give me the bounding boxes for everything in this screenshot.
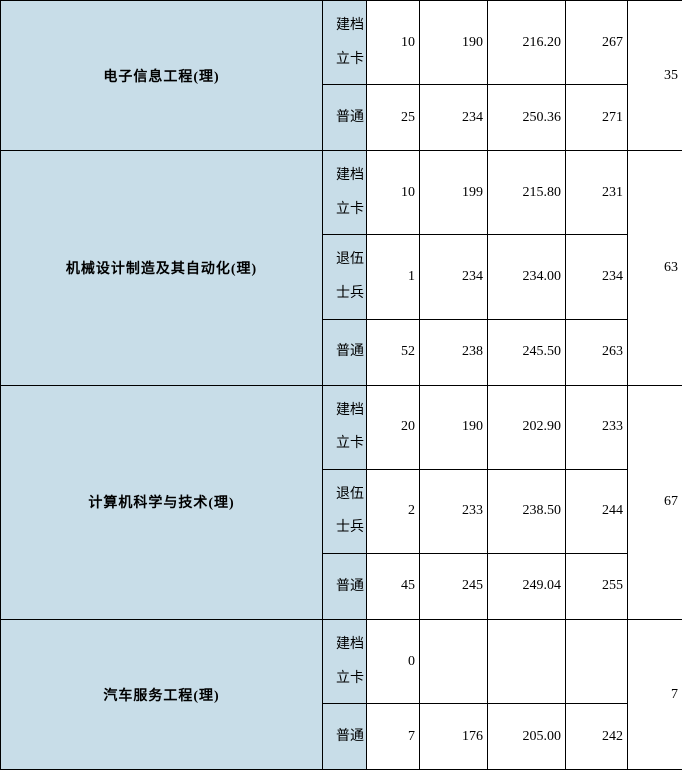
num-cell: 238 bbox=[420, 319, 488, 385]
num-cell: 249.04 bbox=[488, 553, 566, 619]
num-cell: 216.20 bbox=[488, 1, 566, 85]
num-cell: 271 bbox=[566, 85, 628, 151]
category-cell: 普通 bbox=[323, 704, 367, 770]
admission-table: 电子信息工程(理) 建档立卡 10 190 216.20 267 35 普通 2… bbox=[0, 0, 682, 770]
num-cell: 1 bbox=[367, 235, 420, 319]
num-cell: 45 bbox=[367, 553, 420, 619]
major-name: 电子信息工程(理) bbox=[1, 1, 323, 151]
num-cell: 205.00 bbox=[488, 704, 566, 770]
category-cell: 普通 bbox=[323, 85, 367, 151]
num-cell: 2 bbox=[367, 469, 420, 553]
num-cell: 233 bbox=[420, 469, 488, 553]
major-name: 计算机科学与技术(理) bbox=[1, 385, 323, 619]
num-cell: 233 bbox=[566, 385, 628, 469]
num-cell: 238.50 bbox=[488, 469, 566, 553]
num-cell: 215.80 bbox=[488, 151, 566, 235]
num-cell: 0 bbox=[367, 619, 420, 703]
num-cell: 267 bbox=[566, 1, 628, 85]
total-cell: 7 bbox=[628, 619, 682, 769]
num-cell: 52 bbox=[367, 319, 420, 385]
num-cell: 234 bbox=[566, 235, 628, 319]
num-cell: 10 bbox=[367, 1, 420, 85]
total-cell: 67 bbox=[628, 385, 682, 619]
num-cell: 190 bbox=[420, 1, 488, 85]
category-cell: 普通 bbox=[323, 553, 367, 619]
category-cell: 退伍士兵 bbox=[323, 235, 367, 319]
category-cell: 建档立卡 bbox=[323, 619, 367, 703]
total-cell: 63 bbox=[628, 151, 682, 385]
num-cell: 234 bbox=[420, 235, 488, 319]
num-cell: 250.36 bbox=[488, 85, 566, 151]
category-cell: 建档立卡 bbox=[323, 1, 367, 85]
num-cell bbox=[420, 619, 488, 703]
major-name: 机械设计制造及其自动化(理) bbox=[1, 151, 323, 385]
num-cell: 190 bbox=[420, 385, 488, 469]
table-row: 电子信息工程(理) 建档立卡 10 190 216.20 267 35 bbox=[1, 1, 682, 85]
num-cell: 25 bbox=[367, 85, 420, 151]
num-cell: 234.00 bbox=[488, 235, 566, 319]
num-cell bbox=[566, 619, 628, 703]
num-cell bbox=[488, 619, 566, 703]
num-cell: 7 bbox=[367, 704, 420, 770]
num-cell: 231 bbox=[566, 151, 628, 235]
num-cell: 202.90 bbox=[488, 385, 566, 469]
category-cell: 建档立卡 bbox=[323, 385, 367, 469]
num-cell: 199 bbox=[420, 151, 488, 235]
num-cell: 263 bbox=[566, 319, 628, 385]
num-cell: 176 bbox=[420, 704, 488, 770]
total-cell: 35 bbox=[628, 1, 682, 151]
num-cell: 234 bbox=[420, 85, 488, 151]
category-cell: 退伍士兵 bbox=[323, 469, 367, 553]
table-row: 汽车服务工程(理) 建档立卡 0 7 bbox=[1, 619, 682, 703]
num-cell: 20 bbox=[367, 385, 420, 469]
num-cell: 255 bbox=[566, 553, 628, 619]
table-row: 机械设计制造及其自动化(理) 建档立卡 10 199 215.80 231 63 bbox=[1, 151, 682, 235]
num-cell: 242 bbox=[566, 704, 628, 770]
admission-table-container: 电子信息工程(理) 建档立卡 10 190 216.20 267 35 普通 2… bbox=[0, 0, 682, 770]
category-cell: 建档立卡 bbox=[323, 151, 367, 235]
num-cell: 245 bbox=[420, 553, 488, 619]
major-name: 汽车服务工程(理) bbox=[1, 619, 323, 769]
num-cell: 244 bbox=[566, 469, 628, 553]
num-cell: 10 bbox=[367, 151, 420, 235]
category-cell: 普通 bbox=[323, 319, 367, 385]
table-row: 计算机科学与技术(理) 建档立卡 20 190 202.90 233 67 bbox=[1, 385, 682, 469]
num-cell: 245.50 bbox=[488, 319, 566, 385]
